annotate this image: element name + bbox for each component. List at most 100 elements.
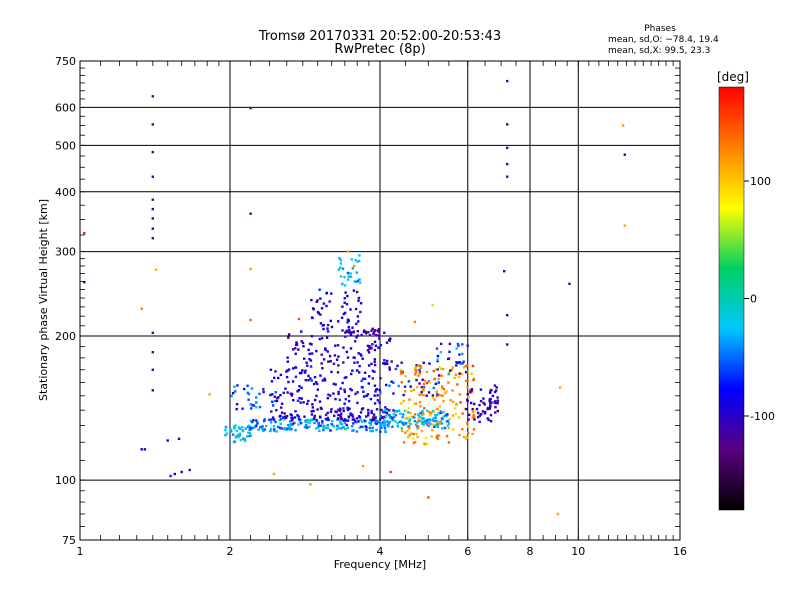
data-point	[272, 424, 276, 428]
data-point	[315, 300, 318, 303]
data-point	[345, 303, 349, 306]
data-point	[285, 415, 289, 418]
data-point	[252, 404, 256, 407]
data-point	[237, 433, 240, 437]
data-point	[356, 315, 360, 318]
data-point	[308, 352, 311, 356]
data-point	[376, 329, 380, 333]
data-point	[435, 413, 438, 417]
data-point	[472, 377, 476, 380]
data-point	[361, 407, 365, 410]
data-point	[334, 344, 337, 347]
data-point	[400, 402, 403, 405]
data-point	[151, 175, 154, 178]
data-point	[365, 428, 368, 432]
data-point	[506, 175, 509, 178]
data-point	[368, 426, 371, 430]
data-point	[405, 409, 408, 412]
data-point	[455, 404, 458, 407]
data-point	[402, 393, 405, 397]
data-point	[249, 403, 253, 406]
y-tick-label: 500	[55, 139, 76, 152]
data-point	[352, 429, 355, 432]
data-point	[283, 418, 286, 421]
data-point	[318, 400, 322, 403]
data-point	[430, 411, 433, 414]
data-point	[339, 266, 342, 269]
data-point	[457, 416, 461, 419]
data-point	[392, 381, 395, 384]
data-point	[299, 422, 303, 425]
data-point	[419, 411, 422, 415]
data-point	[250, 387, 254, 390]
data-point	[358, 364, 361, 368]
y-tick-label: 200	[55, 330, 76, 343]
data-point	[458, 353, 461, 356]
data-point	[465, 435, 469, 439]
data-point	[467, 395, 470, 399]
data-point	[330, 423, 333, 426]
data-point	[467, 431, 470, 435]
data-point	[284, 415, 287, 418]
data-point	[317, 424, 320, 427]
colorbar-tick-label: 100	[750, 175, 771, 188]
colorbar-tick-label: 0	[750, 293, 757, 306]
data-point	[403, 421, 406, 424]
data-point	[378, 334, 381, 337]
data-point	[355, 271, 359, 274]
data-point	[403, 409, 407, 413]
x-tick-label: 16	[673, 545, 687, 558]
data-point	[413, 320, 417, 324]
data-point	[435, 347, 439, 350]
data-point	[358, 416, 362, 419]
data-point	[407, 415, 410, 419]
data-point	[370, 329, 373, 332]
data-point	[464, 370, 468, 374]
data-point	[486, 407, 489, 411]
data-point	[256, 421, 259, 424]
data-point	[294, 375, 298, 378]
data-point	[417, 374, 420, 377]
data-point	[330, 292, 333, 295]
data-point	[318, 429, 321, 432]
data-point	[308, 342, 312, 345]
data-point	[386, 409, 389, 413]
data-point	[448, 371, 451, 374]
data-point	[402, 413, 405, 416]
data-point	[347, 331, 351, 334]
data-point	[285, 370, 288, 373]
data-point	[346, 419, 350, 422]
data-point	[390, 416, 394, 420]
data-point	[369, 418, 372, 422]
data-point	[331, 420, 334, 423]
data-point	[346, 356, 350, 359]
data-point	[494, 405, 497, 409]
data-point	[349, 414, 352, 417]
data-point	[224, 428, 227, 432]
data-point	[422, 382, 426, 386]
y-tick-label: 300	[55, 246, 76, 259]
data-point	[342, 346, 345, 349]
data-point	[261, 427, 264, 430]
data-point	[421, 416, 424, 420]
data-point	[287, 423, 290, 427]
data-point	[340, 412, 343, 415]
data-point	[351, 418, 354, 421]
data-point	[326, 416, 329, 420]
data-point	[432, 369, 435, 373]
data-point	[417, 413, 420, 416]
data-point	[342, 361, 345, 364]
data-point	[414, 373, 417, 376]
data-point	[383, 420, 386, 424]
data-point	[417, 417, 421, 421]
data-point	[448, 350, 451, 353]
data-point	[342, 407, 345, 410]
data-point	[375, 422, 378, 425]
data-point	[151, 237, 154, 240]
data-point	[290, 416, 293, 420]
data-point	[377, 421, 380, 424]
data-point	[383, 422, 386, 425]
data-point	[269, 368, 273, 371]
data-point	[320, 337, 324, 340]
data-point	[489, 401, 492, 405]
